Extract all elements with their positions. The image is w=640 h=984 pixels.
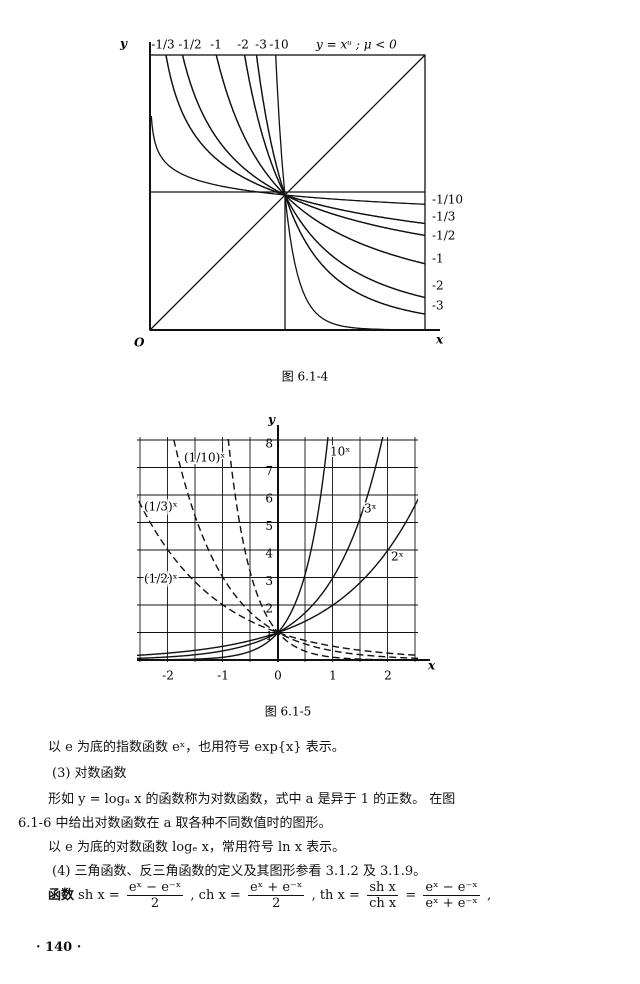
curve [255, 55, 425, 315]
curve-label: -1/10 [432, 193, 463, 207]
curve-label: -2 [432, 279, 444, 293]
text: = [405, 888, 417, 903]
curve-label: -3 [255, 38, 267, 52]
paragraph: (4) 三角函数、反三角函数的定义及其图形参看 3.1.2 及 3.1.9。 [52, 864, 427, 879]
curve [243, 55, 425, 299]
numerator: eˣ − e⁻ˣ [423, 880, 480, 896]
paragraph: 形如 y = logₐ x 的函数称为对数函数，式中 a 是异于 1 的正数。 … [48, 792, 456, 807]
fraction: sh x ch x [367, 880, 399, 911]
y-tick-label: 7 [265, 464, 273, 478]
heading: (3) 对数函数 [52, 766, 127, 781]
caption: 图 6.1-5 [265, 705, 312, 719]
x-tick-label: -1 [217, 669, 229, 683]
curve [150, 115, 425, 205]
denominator: ch x [369, 896, 397, 911]
curve [137, 497, 418, 657]
paragraph: 以 e 为底的指数函数 eˣ，也用符号 exp{x} 表示。 [48, 740, 345, 755]
page-number: · 140 · [36, 940, 82, 955]
curve-label: -10 [269, 38, 288, 52]
axis-label: y [267, 413, 276, 427]
y-tick-label: 6 [265, 492, 273, 506]
text: sh x = [78, 888, 120, 903]
denominator: 2 [272, 896, 281, 911]
curve [181, 55, 425, 237]
formula: y = xᵘ ; μ < 0 [315, 38, 397, 52]
curve-label: 10ˣ [330, 445, 350, 459]
figure-2-curves [137, 437, 418, 661]
figure-1-curves [150, 55, 425, 330]
denominator: 2 [150, 896, 160, 911]
y-tick-label: 2 [265, 602, 273, 616]
curve-label: -1 [210, 38, 222, 52]
text: , ch x = [190, 888, 241, 903]
axis-label: x [427, 659, 436, 673]
origin-label: O [134, 336, 145, 350]
curve-label: 2ˣ [391, 550, 404, 564]
x-tick-label: 0 [274, 669, 282, 683]
curve [215, 55, 425, 265]
y-tick-label: 5 [265, 519, 273, 533]
curve-label: -2 [237, 38, 249, 52]
x-tick-label: 2 [384, 669, 392, 683]
denominator: eˣ + e⁻ˣ [425, 896, 478, 911]
figure-1-frame [149, 42, 440, 331]
paragraph: 6.1-6 中给出对数函数在 a 取各种不同数值时的图形。 [18, 816, 332, 831]
paragraph: 以 e 为底的对数函数 logₑ x，常用符号 ln x 表示。 [48, 840, 346, 855]
curve-label: -1 [432, 252, 444, 266]
curve-label: (1/10)ˣ [184, 451, 225, 465]
curve-label: -1/3 [151, 38, 174, 52]
curve [137, 495, 418, 656]
axis-label: x [435, 333, 444, 347]
curve [255, 55, 425, 315]
curve [243, 55, 425, 299]
figure-2-grid [137, 425, 430, 662]
curve-label: -1/2 [432, 229, 455, 243]
y-tick-label: 1 [265, 629, 273, 643]
y-tick-label: 4 [265, 547, 273, 561]
fraction: eˣ − e⁻ˣ 2 [126, 880, 184, 911]
y-tick-label: 8 [265, 437, 273, 451]
curve [275, 55, 425, 330]
curve-label: -1/3 [432, 210, 455, 224]
curve-label: -1/2 [178, 38, 201, 52]
formula-line: 函数 sh x = eˣ − e⁻ˣ 2 , ch x = eˣ + e⁻ˣ 2 ,… [48, 880, 491, 911]
curve-label: 3ˣ [364, 502, 377, 516]
text: , [486, 888, 492, 903]
figures: y x O y = xᵘ ; μ < 0 图 6.1-4 y x 图 6.1-5… [119, 37, 463, 719]
x-tick-label: 1 [329, 669, 337, 683]
curve-label: (1/2)ˣ [144, 572, 178, 586]
text: 函数 [48, 888, 75, 903]
curve-label: (1/3)ˣ [144, 500, 178, 514]
fraction: eˣ + e⁻ˣ 2 [247, 880, 305, 911]
numerator: eˣ + e⁻ˣ [247, 880, 305, 896]
y-tick-label: 3 [265, 574, 273, 588]
numerator: eˣ − e⁻ˣ [126, 880, 184, 896]
text: , th x = [311, 888, 360, 903]
fraction: eˣ − e⁻ˣ eˣ + e⁻ˣ [423, 880, 480, 911]
x-tick-label: -2 [162, 669, 174, 683]
axis-label: y [119, 37, 128, 51]
curve-label: -3 [432, 299, 444, 313]
caption: 图 6.1-4 [282, 370, 329, 384]
numerator: sh x [367, 880, 399, 896]
